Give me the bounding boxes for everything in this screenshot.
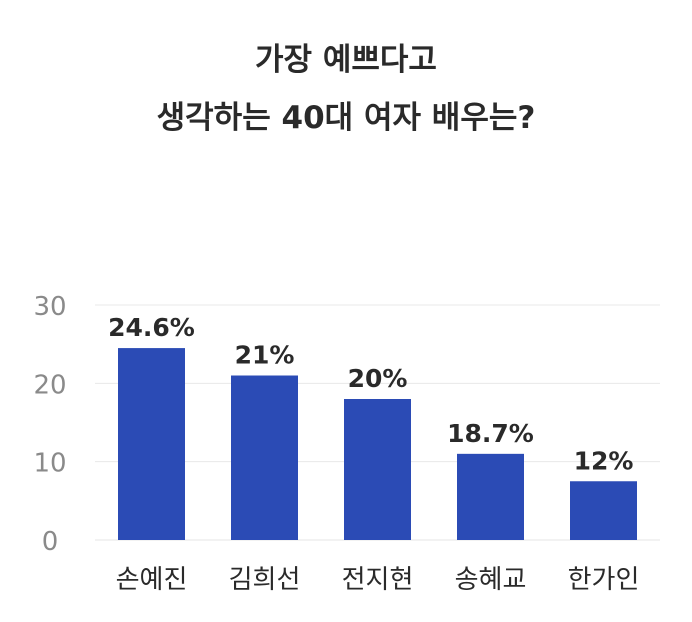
bar: [344, 399, 411, 540]
y-tick-label: 0: [42, 527, 59, 557]
data-label: 18.7%: [447, 419, 534, 448]
bar: [231, 375, 298, 540]
x-category-label: 김희선: [229, 565, 301, 595]
x-category-label: 전지현: [342, 565, 414, 595]
bar: [118, 348, 185, 540]
bar: [457, 453, 524, 540]
x-category-label: 송혜교: [455, 565, 527, 595]
y-tick-label: 30: [33, 292, 66, 322]
bar: [570, 481, 637, 540]
x-category-label: 손예진: [116, 565, 188, 595]
data-label: 24.6%: [108, 313, 195, 342]
y-tick-label: 20: [33, 370, 66, 400]
data-label: 20%: [348, 364, 408, 393]
data-label: 21%: [235, 341, 295, 370]
x-category-label: 한가인: [568, 565, 640, 595]
y-tick-label: 10: [33, 449, 66, 479]
data-label: 12%: [574, 446, 634, 475]
chart-title-line-2: 생각하는 40대 여자 배우는?: [156, 100, 536, 136]
chart-title-line-1: 가장 예쁘다고: [255, 42, 437, 78]
